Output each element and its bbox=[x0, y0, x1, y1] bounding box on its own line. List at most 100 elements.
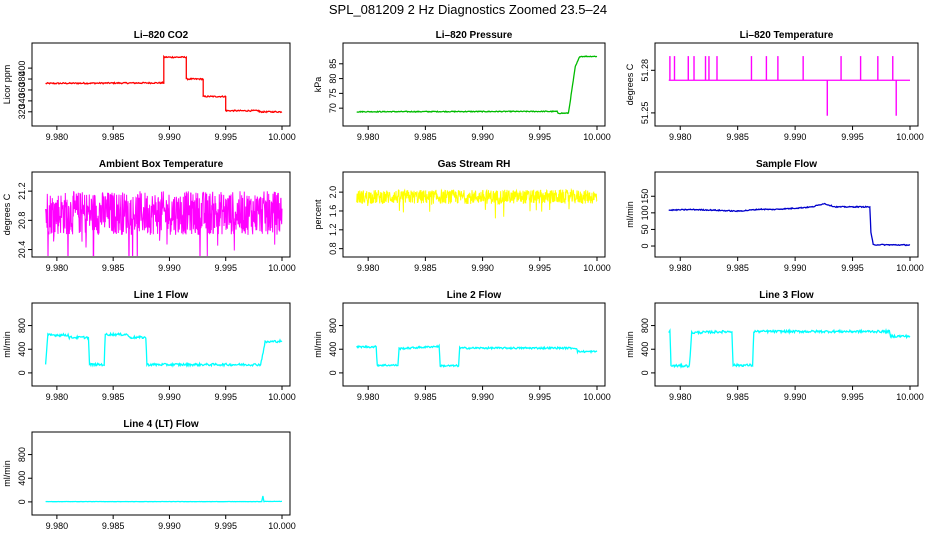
y-axis-label: ml/min bbox=[313, 331, 323, 358]
x-tick-label: 10.000 bbox=[583, 132, 611, 142]
x-tick-label: 9.990 bbox=[784, 132, 807, 142]
panel-title: Gas Stream RH bbox=[438, 159, 511, 170]
x-tick-label: 9.990 bbox=[784, 263, 807, 273]
y-tick-label: 1.2 bbox=[328, 224, 338, 237]
y-tick-label: 20.8 bbox=[17, 212, 27, 230]
y-tick-label: 340 bbox=[17, 93, 27, 108]
y-axis-label: percent bbox=[313, 199, 323, 230]
x-tick-label: 9.990 bbox=[471, 132, 494, 142]
y-tick-label: 400 bbox=[328, 342, 338, 357]
main-title: SPL_081209 2 Hz Diagnostics Zoomed 23.5–… bbox=[328, 2, 608, 17]
panel-6: Sample Flow ml/min 9.980 9.985 9.990 9.995 10.… bbox=[625, 159, 924, 273]
y-axis-label: degrees C bbox=[625, 63, 635, 105]
plot-frame bbox=[654, 302, 919, 387]
y-axis-label: ml/min bbox=[625, 201, 635, 228]
x-tick-label: 9.985 bbox=[102, 263, 125, 273]
y-tick-label: 21.2 bbox=[17, 182, 27, 200]
x-tick-label: 9.995 bbox=[214, 392, 237, 402]
plot-frame bbox=[654, 171, 919, 258]
x-tick-label: 9.980 bbox=[46, 392, 69, 402]
x-tick-label: 9.995 bbox=[214, 132, 237, 142]
panel-title: Line 4 (LT) Flow bbox=[123, 419, 199, 430]
plot-frame bbox=[342, 171, 606, 258]
x-tick-label: 9.985 bbox=[414, 263, 437, 273]
panel-title: Line 3 Flow bbox=[759, 290, 814, 301]
series-line bbox=[356, 187, 598, 219]
y-axis-label: ml/min bbox=[2, 460, 12, 487]
x-tick-label: 9.985 bbox=[102, 132, 125, 142]
x-tick-label: 10.000 bbox=[896, 132, 924, 142]
series-line bbox=[45, 54, 283, 114]
panel-title: Ambient Box Temperature bbox=[99, 159, 224, 170]
x-tick-label: 10.000 bbox=[583, 263, 611, 273]
x-tick-label: 9.995 bbox=[841, 132, 864, 142]
plot-frame bbox=[31, 302, 291, 387]
x-tick-label: 9.995 bbox=[841, 263, 864, 273]
panel-9: Line 3 Flow ml/min 9.980 9.985 9.990 9.995 10.… bbox=[625, 290, 924, 402]
series-line bbox=[668, 202, 911, 247]
y-tick-label: 20.4 bbox=[17, 241, 27, 259]
y-tick-label: 0 bbox=[640, 370, 650, 375]
panel-title: Li–820 CO2 bbox=[134, 30, 189, 41]
x-tick-label: 9.990 bbox=[158, 132, 181, 142]
y-tick-label: 51.28 bbox=[640, 59, 650, 82]
series-line bbox=[44, 331, 283, 368]
y-tick-label: 800 bbox=[328, 318, 338, 333]
x-tick-label: 9.980 bbox=[46, 521, 69, 531]
x-tick-label: 9.990 bbox=[158, 263, 181, 273]
y-tick-label: 360 bbox=[17, 82, 27, 97]
plot-frame bbox=[31, 42, 291, 127]
panel-title: Line 2 Flow bbox=[447, 290, 502, 301]
plot-frame bbox=[342, 42, 606, 127]
y-tick-label: 0 bbox=[328, 370, 338, 375]
panel-title: Li–820 Pressure bbox=[436, 30, 513, 41]
series-line bbox=[356, 55, 598, 115]
y-axis-label: ml/min bbox=[2, 331, 12, 358]
x-tick-label: 9.980 bbox=[669, 392, 692, 402]
x-tick-label: 9.985 bbox=[414, 132, 437, 142]
y-axis-label: degrees C bbox=[2, 193, 12, 235]
plot-frame bbox=[31, 431, 291, 516]
y-tick-label: 85 bbox=[328, 59, 338, 69]
y-tick-label: 51.25 bbox=[640, 102, 650, 125]
y-tick-label: 380 bbox=[17, 72, 27, 87]
y-tick-label: 150 bbox=[640, 189, 650, 204]
x-tick-label: 9.985 bbox=[102, 521, 125, 531]
x-tick-label: 9.990 bbox=[158, 521, 181, 531]
x-tick-label: 10.000 bbox=[268, 132, 296, 142]
panel-2: Li–820 Pressure kPa 9.980 9.985 9.990 9.995 10… bbox=[313, 30, 611, 142]
panel-10: Line 4 (LT) Flow ml/min 9.980 9.985 9.990 9.9… bbox=[2, 419, 296, 531]
x-tick-label: 9.995 bbox=[529, 132, 552, 142]
x-tick-label: 9.985 bbox=[726, 132, 749, 142]
panel-3: Li–820 Temperature degrees C 9.980 9.985 9.9… bbox=[625, 30, 924, 142]
y-axis-label: kPa bbox=[313, 77, 323, 93]
y-tick-label: 0.8 bbox=[328, 242, 338, 255]
y-tick-label: 0 bbox=[17, 370, 27, 375]
y-tick-label: 70 bbox=[328, 103, 338, 113]
x-tick-label: 9.995 bbox=[529, 263, 552, 273]
x-tick-label: 9.980 bbox=[669, 263, 692, 273]
y-axis-label: Licor ppm bbox=[2, 65, 12, 105]
y-tick-label: 100 bbox=[640, 205, 650, 220]
x-tick-label: 10.000 bbox=[896, 392, 924, 402]
series-line bbox=[45, 495, 282, 503]
panel-8: Line 2 Flow ml/min 9.980 9.985 9.990 9.995 10.… bbox=[313, 290, 611, 402]
series-line bbox=[45, 191, 283, 256]
y-tick-label: 80 bbox=[328, 74, 338, 84]
x-tick-label: 9.980 bbox=[46, 263, 69, 273]
y-tick-label: 75 bbox=[328, 88, 338, 98]
panel-5: Gas Stream RH percent 9.980 9.985 9.990 9.995… bbox=[313, 159, 611, 273]
x-tick-label: 9.995 bbox=[214, 263, 237, 273]
y-tick-label: 0 bbox=[17, 499, 27, 504]
panel-title: Line 1 Flow bbox=[134, 290, 189, 301]
x-tick-label: 9.990 bbox=[471, 392, 494, 402]
x-tick-label: 9.980 bbox=[357, 392, 380, 402]
x-tick-label: 9.985 bbox=[414, 392, 437, 402]
y-tick-label: 50 bbox=[640, 224, 650, 234]
y-tick-label: 800 bbox=[17, 447, 27, 462]
y-tick-label: 400 bbox=[17, 342, 27, 357]
y-tick-label: 400 bbox=[17, 61, 27, 76]
y-axis-label: ml/min bbox=[625, 331, 635, 358]
y-tick-label: 0 bbox=[640, 244, 650, 249]
